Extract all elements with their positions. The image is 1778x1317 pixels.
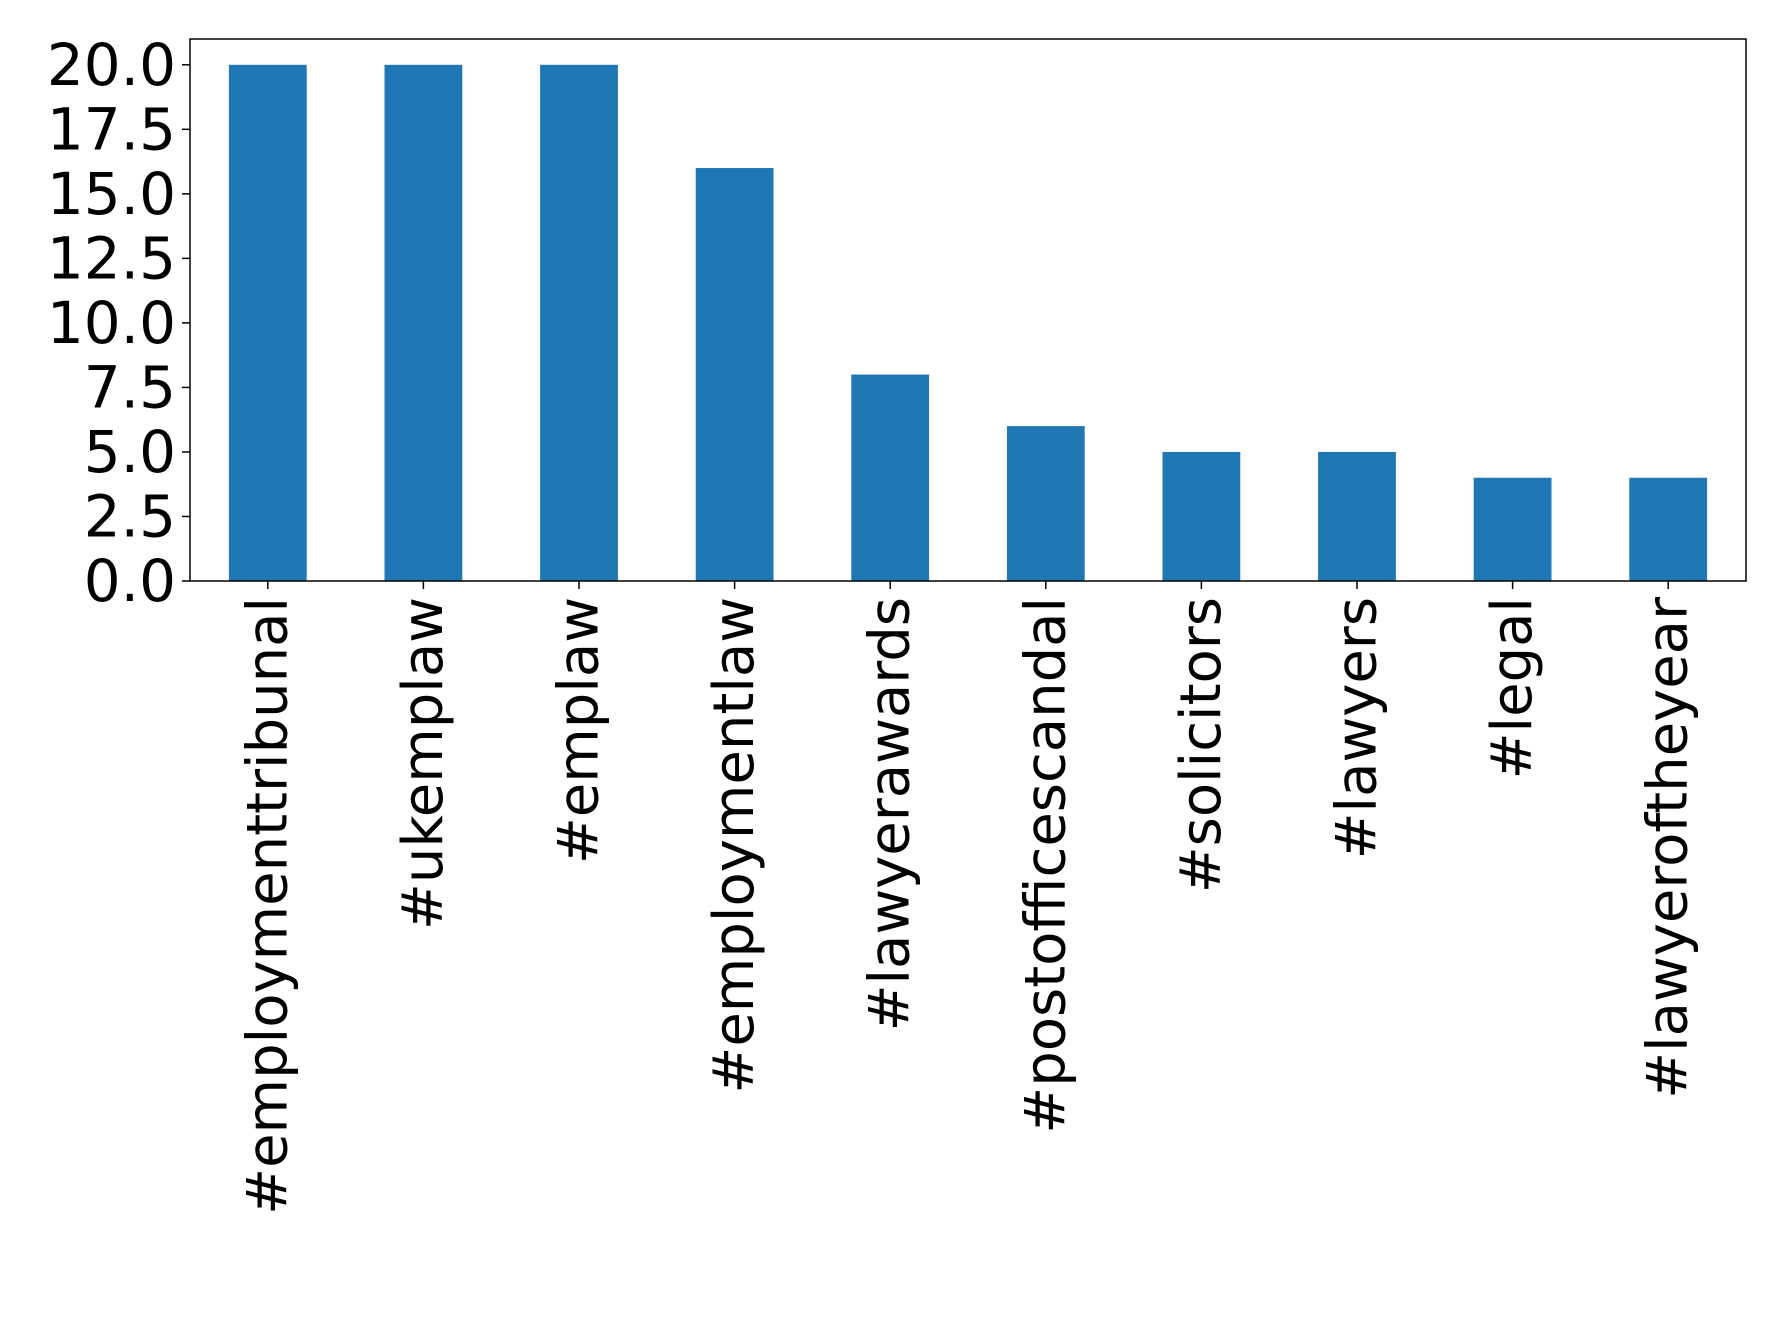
x-tick-label: #legal bbox=[1480, 597, 1545, 779]
y-tick-label: 2.5 bbox=[84, 482, 176, 550]
bar-employmentlaw bbox=[695, 168, 774, 582]
x-tick-label: #postofficescandal bbox=[1013, 597, 1078, 1134]
y-tick-label: 15.0 bbox=[47, 160, 176, 228]
bar-lawyers bbox=[1318, 451, 1396, 581]
bar-legal bbox=[1473, 477, 1552, 581]
y-tick-label: 7.5 bbox=[84, 353, 176, 421]
bar-emplaw bbox=[540, 64, 618, 582]
y-tick-label: 10.0 bbox=[47, 289, 176, 357]
x-tick-label: #employmentlaw bbox=[702, 597, 767, 1094]
x-tick-label: #lawyers bbox=[1325, 597, 1390, 859]
x-tick-label: #lawyerawards bbox=[858, 597, 923, 1031]
x-tick-label: #lawyeroftheyear bbox=[1636, 596, 1701, 1099]
x-tick-label: #employmenttribunal bbox=[235, 597, 300, 1215]
bars-group bbox=[228, 64, 1708, 582]
bar-ukemplaw bbox=[384, 64, 463, 582]
x-tick-label: #emplaw bbox=[547, 597, 612, 864]
y-tick-label: 5.0 bbox=[84, 418, 176, 486]
y-tick-label: 0.0 bbox=[84, 547, 176, 615]
bar-solicitors bbox=[1162, 451, 1241, 581]
y-tick-label: 20.0 bbox=[47, 31, 176, 99]
x-axis: #employmenttribunal #ukemplaw #emplaw #empl… bbox=[235, 581, 1701, 1215]
bar-employmenttribunal bbox=[228, 64, 307, 582]
bar-lawyeroftheyear bbox=[1629, 477, 1708, 581]
y-tick-label: 12.5 bbox=[47, 224, 176, 292]
x-tick-label: #solicitors bbox=[1169, 597, 1234, 893]
plot-frame bbox=[189, 38, 1747, 582]
bar-lawyerawards bbox=[851, 374, 930, 581]
x-tick-label: #ukemplaw bbox=[391, 597, 456, 930]
y-tick-label: 17.5 bbox=[47, 95, 176, 163]
y-axis: 0.02.55.07.510.012.515.017.520.0 bbox=[47, 31, 190, 615]
bar-postofficescandal bbox=[1006, 426, 1085, 581]
